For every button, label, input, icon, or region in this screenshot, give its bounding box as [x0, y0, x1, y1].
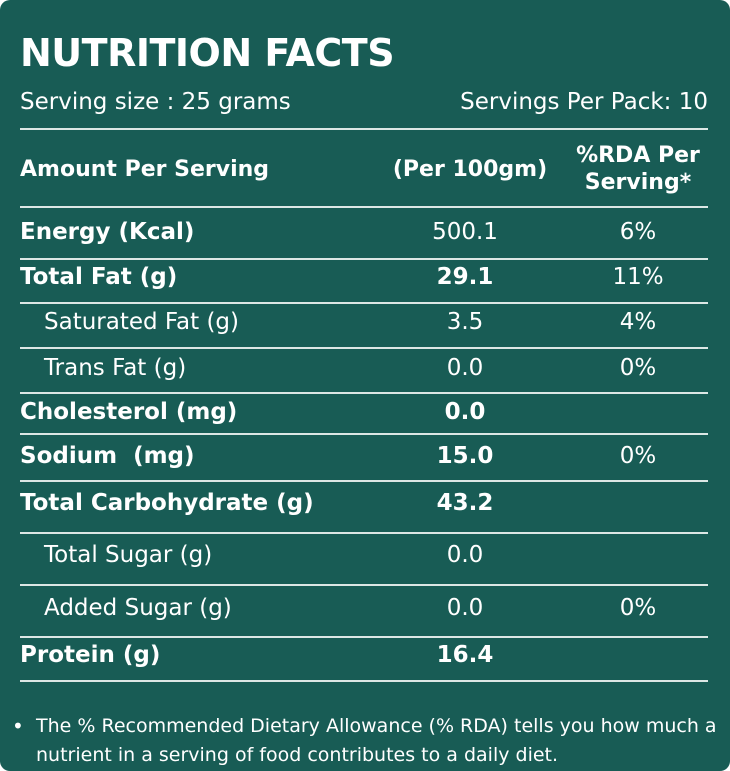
header-rda-line1: %RDA Per	[576, 143, 700, 168]
page-title: NUTRITION FACTS	[20, 31, 395, 75]
row-value: 43.2	[436, 490, 494, 516]
row-label: Total Sugar (g)	[44, 542, 213, 568]
row-value: 500.1	[432, 219, 498, 245]
table-row: Total Carbohydrate (g) 43.2	[20, 490, 708, 522]
divider	[20, 680, 708, 682]
divider	[20, 258, 708, 260]
row-value: 0.0	[444, 399, 486, 425]
row-value: 0.0	[446, 595, 484, 621]
table-row: Saturated Fat (g) 3.5 4%	[20, 309, 708, 341]
row-value: 3.5	[446, 309, 484, 335]
header-rda: %RDA Per Serving*	[568, 142, 708, 196]
row-label: Total Fat (g)	[20, 264, 178, 290]
row-rda: 6%	[619, 219, 657, 245]
header-amount: Amount Per Serving	[20, 157, 270, 182]
divider	[20, 584, 708, 586]
row-value: 29.1	[436, 264, 494, 290]
divider	[20, 480, 708, 482]
footnote-text: The % Recommended Dietary Allowance (% R…	[36, 715, 717, 766]
table-row: Total Fat (g) 29.1 11%	[20, 264, 708, 296]
row-label: Cholesterol (mg)	[20, 399, 238, 425]
row-label: Saturated Fat (g)	[44, 309, 240, 335]
serving-info: Serving size : 25 grams Servings Per Pac…	[20, 87, 708, 117]
row-label: Sodium (mg)	[20, 443, 195, 469]
divider	[20, 347, 708, 349]
divider	[20, 392, 708, 394]
servings-per-pack: Servings Per Pack: 10	[460, 89, 708, 115]
row-label: Total Carbohydrate (g)	[20, 490, 314, 516]
table-row: Total Sugar (g) 0.0	[20, 542, 708, 574]
divider	[20, 302, 708, 304]
divider	[20, 636, 708, 638]
header-rda-line2: Serving*	[584, 170, 692, 195]
row-value: 0.0	[446, 542, 484, 568]
table-row: Added Sugar (g) 0.0 0%	[20, 595, 708, 627]
divider	[20, 433, 708, 435]
serving-size: Serving size : 25 grams	[20, 89, 291, 115]
row-label: Protein (g)	[20, 642, 161, 668]
divider	[20, 532, 708, 534]
divider	[20, 206, 708, 208]
row-value: 15.0	[436, 443, 494, 469]
row-value: 0.0	[446, 355, 484, 381]
footnote: • The % Recommended Dietary Allowance (%…	[12, 712, 718, 770]
row-label: Trans Fat (g)	[44, 355, 187, 381]
row-rda: 0%	[619, 595, 657, 621]
table-row: Energy (Kcal) 500.1 6%	[20, 219, 708, 251]
divider	[20, 128, 708, 130]
row-rda: 0%	[619, 443, 657, 469]
bullet-icon: •	[12, 714, 24, 738]
row-rda: 11%	[612, 264, 664, 290]
table-header: Amount Per Serving (Per 100gm) %RDA Per …	[20, 140, 708, 200]
table-row: Cholesterol (mg) 0.0	[20, 399, 708, 431]
table-row: Sodium (mg) 15.0 0%	[20, 443, 708, 475]
row-rda: 4%	[619, 309, 657, 335]
row-rda: 0%	[619, 355, 657, 381]
row-value: 16.4	[436, 642, 494, 668]
row-label: Energy (Kcal)	[20, 219, 195, 245]
table-row: Trans Fat (g) 0.0 0%	[20, 355, 708, 387]
row-label: Added Sugar (g)	[44, 595, 232, 621]
table-row: Protein (g) 16.4	[20, 642, 708, 674]
header-per100: (Per 100gm)	[392, 157, 548, 182]
